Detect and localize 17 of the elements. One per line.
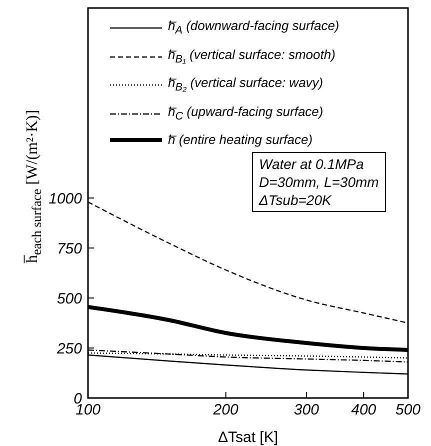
legend-label: h̅ (entire heating surface) bbox=[168, 131, 313, 150]
legend-label: h̅$_{C}$ (upward-facing surface) bbox=[168, 102, 324, 124]
x-axis-title: ΔTsat [K] bbox=[218, 429, 278, 446]
legend-label: h̅$_{A}$ (downward-facing surface) bbox=[168, 17, 340, 39]
y-tick-label: 750 bbox=[56, 240, 83, 258]
annotation: ΔTsub=20K bbox=[259, 191, 332, 209]
y-tick-label: 1000 bbox=[48, 190, 83, 208]
x-tick-label: 200 bbox=[212, 402, 239, 419]
legend-label: h̅$_{B₂}$ (vertical surface: wavy) bbox=[168, 74, 324, 96]
annotation: D=30mm, L=30mm bbox=[259, 173, 379, 191]
x-tick-label: 400 bbox=[351, 402, 377, 419]
y-tick-label: 500 bbox=[56, 290, 83, 308]
y-tick-label: 250 bbox=[56, 340, 83, 358]
annotation: Water at 0.1MPa bbox=[259, 155, 365, 173]
legend-label: h̅$_{B₁}$ (vertical surface: smooth) bbox=[168, 46, 336, 68]
x-tick-label: 300 bbox=[294, 402, 320, 419]
x-tick-label: 500 bbox=[395, 402, 422, 419]
